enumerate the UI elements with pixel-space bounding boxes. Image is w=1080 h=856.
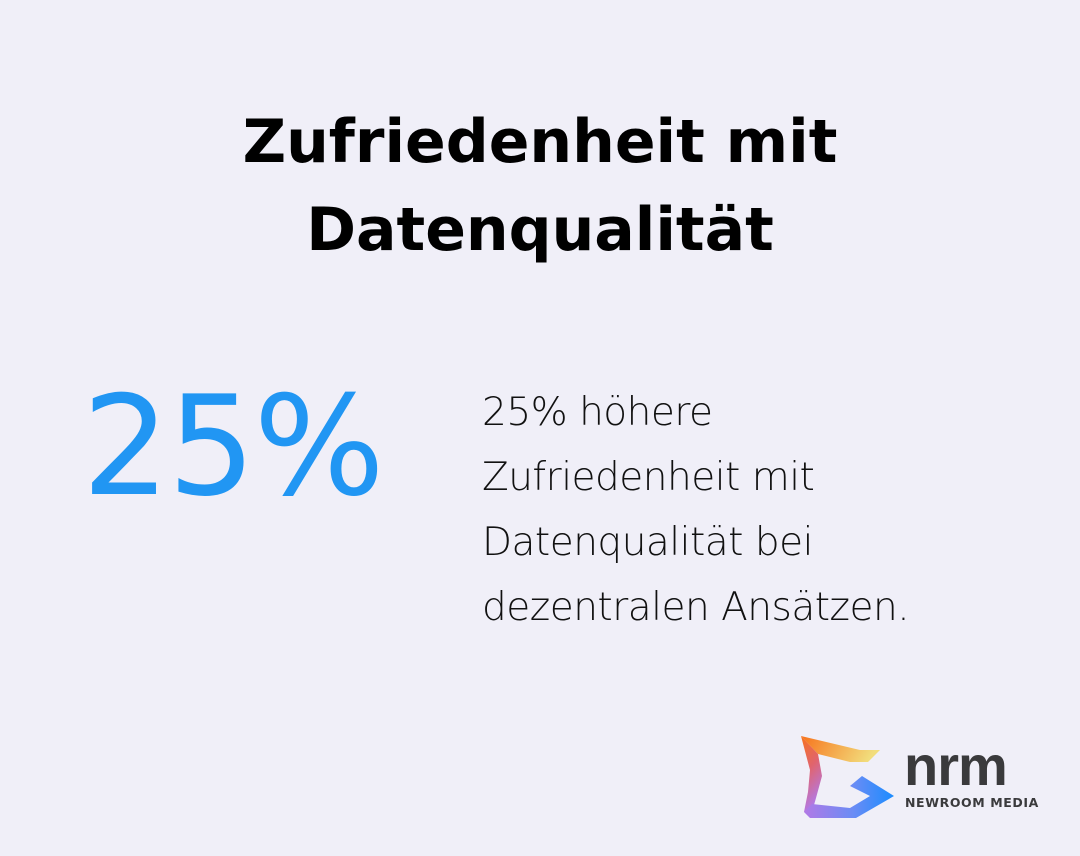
brand-logo: nrm NEWROOM MEDIA — [798, 732, 1048, 822]
description-line-4: dezentralen Ansätzen. — [482, 585, 910, 630]
logo-wordmark: nrm — [904, 734, 1008, 797]
stat-value: 25% — [82, 366, 385, 527]
nrm-logo-icon — [801, 736, 894, 818]
stat-description: 25% höhere Zufriedenheit mit Datenqualit… — [482, 380, 1002, 640]
description-line-1: 25% höhere — [482, 390, 713, 435]
description-line-3: Datenqualität bei — [482, 520, 813, 565]
title-line-2: Datenqualität — [306, 195, 774, 265]
description-line-2: Zufriedenheit mit — [482, 455, 815, 500]
logo-tagline: NEWROOM MEDIA — [905, 795, 1039, 810]
title-line-1: Zufriedenheit mit — [242, 107, 838, 177]
page-title: Zufriedenheit mit Datenqualität — [0, 98, 1080, 274]
